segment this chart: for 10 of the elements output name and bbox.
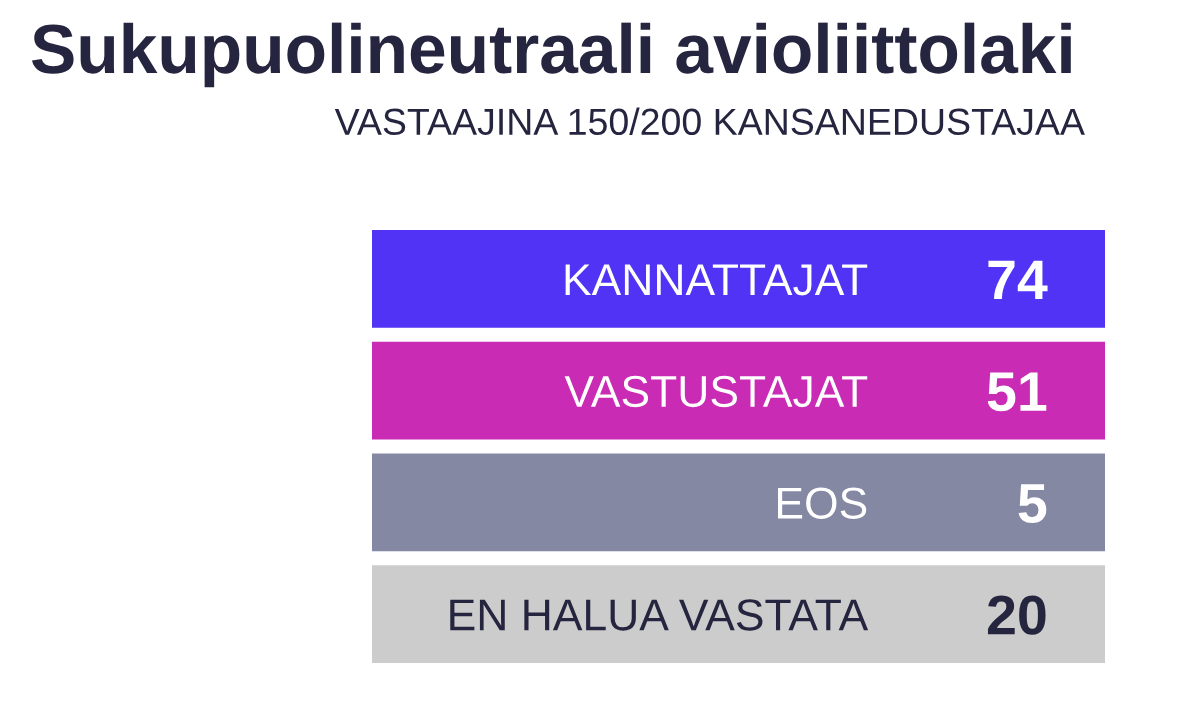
text: Sukupuolineutraali avioliittolaki: [32, 22, 1071, 88]
category-label: KANNATTAJAT: [565, 264, 868, 296]
text: VASTAAJINA 150/200 KANSANEDUSTAJAA: [334, 107, 1085, 136]
category-label: VASTUSTAJAT: [564, 375, 868, 408]
data-label: 5: [1018, 484, 1047, 524]
category-label: EN HALUA VASTATA: [450, 599, 869, 631]
data-label: 20: [987, 595, 1046, 635]
category-label: EOS: [778, 487, 867, 519]
data-label: 74: [988, 260, 1048, 300]
data-label: 51: [987, 372, 1047, 412]
